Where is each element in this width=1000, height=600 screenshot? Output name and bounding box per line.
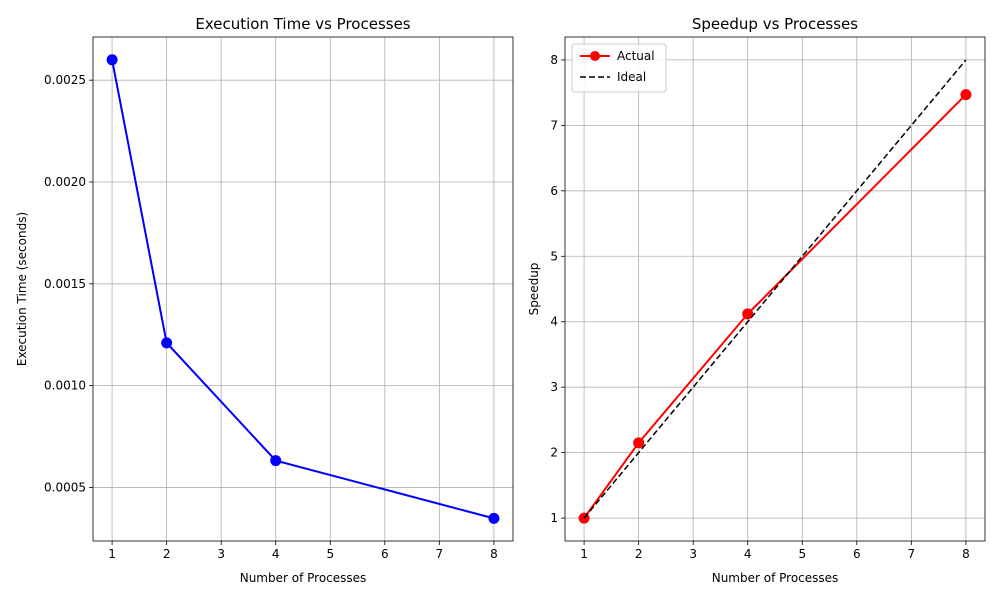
x-tick-label: 3: [689, 547, 697, 561]
y-axis-label: Execution Time (seconds): [15, 212, 29, 366]
x-tick-label: 4: [272, 547, 280, 561]
chart-title: Speedup vs Processes: [692, 15, 858, 33]
grid: [565, 37, 985, 541]
legend-label: Ideal: [617, 70, 646, 84]
y-axis-label: Speedup: [527, 263, 541, 316]
grid: [93, 37, 513, 541]
series-ideal: [583, 59, 967, 519]
x-tick-label: 7: [908, 547, 916, 561]
x-tick-label: 1: [108, 547, 116, 561]
y-tick-label: 0.0020: [44, 175, 86, 189]
x-tick-label: 5: [326, 547, 334, 561]
data-point: [488, 512, 500, 524]
x-tick-label: 3: [217, 547, 225, 561]
series-line: [111, 59, 495, 520]
x-tick-label: 8: [962, 547, 970, 561]
x-tick-label: 1: [580, 547, 588, 561]
y-tick-label: 2: [550, 446, 558, 460]
speedup-chart: 1 2 3 4 5 6 7 8 1 2 3 4 5 6 7 8 Speedup vs Processes Numb…: [527, 15, 986, 585]
legend-label: Actual: [617, 49, 655, 63]
data-point: [742, 308, 754, 320]
y-tick-label: 0.0025: [44, 73, 86, 87]
y-tick-label: 1: [550, 511, 558, 525]
x-tick-label: 6: [381, 547, 389, 561]
y-tick-label: 4: [550, 315, 558, 329]
series-line: [583, 59, 967, 519]
data-point: [270, 455, 282, 467]
y-tick-label: 7: [550, 118, 558, 132]
x-tick-label: 7: [436, 547, 444, 561]
y-tick-label: 5: [550, 249, 558, 263]
x-tick-label: 4: [744, 547, 752, 561]
y-tick-label: 6: [550, 184, 558, 198]
x-tick-label: 6: [853, 547, 861, 561]
y-tick-label: 0.0005: [44, 480, 86, 494]
y-tick-label: 8: [550, 53, 558, 67]
data-point: [161, 337, 173, 349]
plot-frame: [92, 36, 514, 542]
chart-title: Execution Time vs Processes: [195, 15, 410, 33]
x-axis-label: Number of Processes: [240, 571, 367, 585]
data-point: [106, 54, 118, 66]
plot-frame: [564, 36, 986, 542]
y-tick-label: 0.0010: [44, 379, 86, 393]
data-point: [960, 89, 972, 101]
x-axis-label: Number of Processes: [712, 571, 839, 585]
series-line: [106, 54, 500, 524]
data-point: [633, 437, 645, 449]
series-line: [583, 93, 967, 519]
x-tick-label: 8: [490, 547, 498, 561]
legend-marker: [590, 51, 600, 61]
x-tick-label: 2: [635, 547, 643, 561]
legend: Actual Ideal: [571, 43, 667, 93]
y-tick-label: 0.0015: [44, 277, 86, 291]
execution-time-chart: 1 2 3 4 5 6 7 8 0.0005 0.0010 0.0015 0.0020 0.0025 Ex…: [15, 15, 514, 585]
y-tick-label: 3: [550, 380, 558, 394]
x-tick-label: 5: [798, 547, 806, 561]
x-tick-label: 2: [163, 547, 171, 561]
